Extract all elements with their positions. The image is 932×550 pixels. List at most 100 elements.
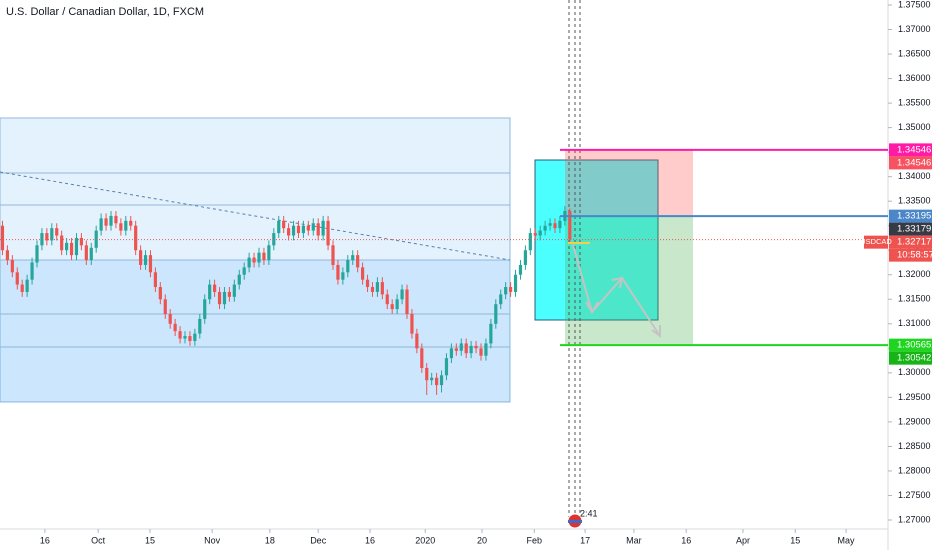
candle-body [287,228,291,236]
candle-body [267,245,271,261]
price-label-box [889,222,932,236]
x-tick-label: Apr [736,535,750,545]
candle-body [380,282,384,295]
countdown: 10:58:57 [897,250,932,261]
candle-body [479,348,483,356]
candle-body [494,304,498,324]
y-tick-label: 1.37000 [898,24,931,34]
candle-body [84,245,88,261]
candle-body [74,237,79,256]
candle-body [173,323,177,332]
candle-body [242,267,246,275]
candle-body [158,287,162,300]
target-zone [565,215,693,345]
candle-body [139,250,143,265]
candle-body [69,242,74,256]
candle-body [538,230,542,236]
candle-body [296,225,301,234]
candle-body [543,225,547,231]
candle-body [306,225,310,231]
candle-body [119,223,123,231]
candle-body [35,245,39,263]
candle-body [60,235,64,251]
candle-body [454,348,458,351]
candle-body [89,247,93,261]
x-tick-label: 15 [145,535,155,545]
candle-body [247,257,251,268]
candle-body [198,318,202,334]
candle-body [410,314,414,334]
candle-body [188,336,192,341]
candle-body [444,358,449,376]
candle-body [65,242,69,251]
symbol-label-box [864,235,888,249]
event-label: 2:41 [580,508,598,518]
chart-title: U.S. Dollar / Canadian Dollar, 1D, FXCM [6,6,204,18]
candle-body [439,375,444,386]
candle-body [548,223,552,226]
x-tick-label: 16 [40,535,50,545]
candle-body [79,237,83,246]
y-tick-label: 1.33500 [898,196,931,206]
x-tick-label: 16 [681,535,691,545]
candle-body [459,343,463,351]
candle-body [370,287,375,292]
candle-body [282,220,286,229]
candle-body [385,294,389,305]
x-tick-label: 2020 [415,535,435,545]
y-tick-label: 1.35000 [898,122,931,132]
x-tick-label: May [838,535,856,545]
x-tick-label: 17 [580,535,590,545]
candle-body [153,272,157,288]
price-label: 1.30542 [897,353,931,364]
price-label: 1.32717 [897,237,931,248]
y-tick-label: 1.36500 [898,48,931,58]
candle-body [400,289,404,300]
candle-body [50,228,54,241]
candle-body [237,274,241,285]
candle-body [45,233,49,241]
y-tick-label: 1.29000 [898,416,931,426]
candle-body [217,291,222,305]
candle-body [336,264,340,280]
candle-body [5,250,9,261]
candle-body [326,220,330,246]
candle-body [109,215,113,226]
candle-body [0,225,5,251]
price-label-box [889,156,932,170]
candle-body [553,223,557,229]
candle-body [449,348,453,359]
candle-body [193,333,197,341]
trend-line [0,171,511,261]
x-tick-label: Oct [91,535,106,545]
candle-body [291,225,296,236]
candle-body [168,314,172,324]
candle-body [425,367,429,381]
price-label: 1.33195 [897,211,931,222]
candle-body [124,220,128,231]
y-tick-label: 1.37500 [898,0,931,9]
price-label-box [889,351,932,365]
price-label: 1.34546 [897,144,931,155]
candle-body [129,220,133,226]
price-label-box [889,209,932,223]
x-tick-label: 15 [790,535,800,545]
x-tick-label: Feb [527,535,543,545]
candle-body [30,262,34,280]
y-tick-label: 1.32000 [898,269,931,279]
candle-body [99,218,103,231]
candle-body [474,345,478,349]
price-label: 1.33179 [897,224,931,235]
candle-body [134,225,138,251]
y-tick-label: 1.27500 [898,490,931,500]
x-tick-label: Dec [310,535,327,545]
x-tick-label: 20 [477,535,487,545]
stop-zone [565,150,693,215]
candle-body [148,255,153,273]
x-tick-label: Mar [626,535,642,545]
candle-body [528,233,532,251]
price-label: 1.30565 [897,340,931,351]
candle-body [568,211,572,240]
candle-body [558,220,562,229]
